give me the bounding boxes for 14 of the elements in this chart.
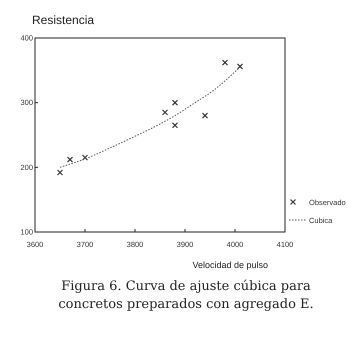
point <box>202 112 208 119</box>
y-axis-title: Resistencia <box>32 13 94 27</box>
point <box>56 169 64 176</box>
point <box>236 63 244 70</box>
point <box>82 154 88 161</box>
point <box>162 109 168 116</box>
point <box>222 59 228 66</box>
text: concretos preparados con agregado E. <box>58 297 314 312</box>
point <box>66 156 74 163</box>
line-series <box>60 66 240 168</box>
point <box>172 122 178 128</box>
x-axis-title: Velocidad de pulso <box>192 260 268 270</box>
text: Figura 6. Curva de ajuste cúbica para <box>61 279 312 294</box>
point <box>172 100 178 106</box>
